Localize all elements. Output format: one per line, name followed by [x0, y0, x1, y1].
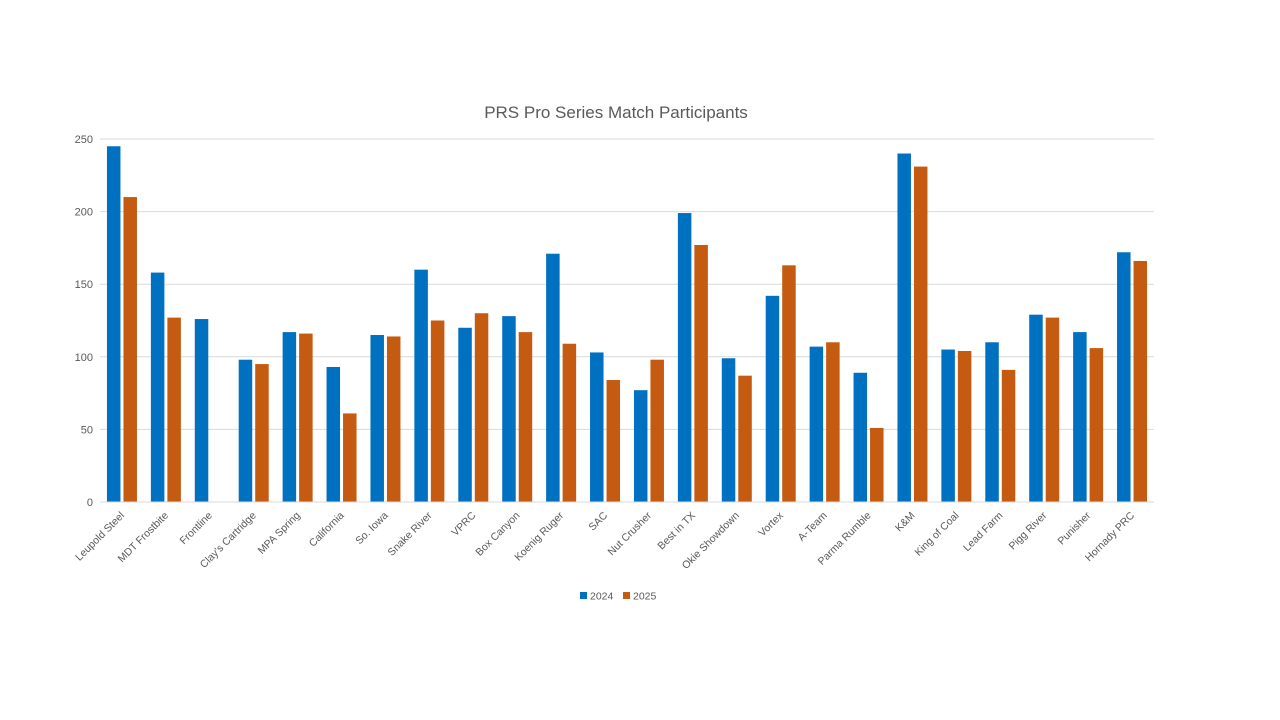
bar-2024: [238, 359, 253, 502]
y-tick-label: 200: [75, 207, 93, 219]
chart-title: PRS Pro Series Match Participants: [484, 103, 748, 122]
x-tick-label: Nut Crusher: [606, 509, 655, 558]
bar-2024: [458, 327, 472, 502]
legend-swatch-2025: [623, 592, 630, 599]
bar-2024: [414, 269, 428, 502]
bar-2025: [1089, 348, 1104, 502]
bar-2024: [326, 366, 341, 502]
x-tick-label: California: [307, 510, 347, 550]
bar-2024: [106, 146, 121, 502]
bar-2024: [941, 349, 955, 502]
bar-2024: [809, 346, 824, 502]
bar-2024: [546, 253, 560, 502]
y-tick-label: 100: [75, 352, 93, 364]
bar-2024: [897, 153, 911, 502]
x-tick-label: Frontline: [178, 510, 215, 547]
bar-2025: [167, 317, 181, 502]
y-axis: 0 50 100 150 200 250: [75, 134, 93, 509]
legend: 2024 2025: [580, 591, 657, 603]
bar-2024: [985, 342, 999, 502]
bar-2024: [282, 332, 297, 502]
bar-2025: [913, 166, 928, 502]
legend-swatch-2024: [580, 592, 587, 599]
bar-2024: [1117, 252, 1131, 502]
legend-label-2024: 2024: [590, 591, 614, 603]
bar-2025: [650, 359, 664, 502]
bar-2025: [694, 244, 708, 502]
x-tick-label: Pigg River: [1007, 509, 1050, 552]
bar-2025: [606, 380, 621, 502]
bar-2025: [782, 265, 796, 502]
bar-2025: [1133, 260, 1148, 502]
bar-2025: [255, 364, 269, 502]
bar-2025: [386, 336, 401, 502]
bar-2024: [1029, 314, 1043, 502]
bars: [106, 146, 1148, 502]
bar-2025: [562, 343, 577, 502]
bar-2025: [430, 320, 445, 502]
x-tick-label: Best in TX: [655, 510, 698, 553]
bar-2024: [590, 352, 604, 502]
bar-2024: [677, 213, 692, 502]
bar-2024: [1073, 332, 1087, 502]
x-tick-label: SAC: [586, 509, 610, 533]
y-tick-label: 150: [75, 279, 93, 291]
bar-2024: [721, 358, 736, 502]
bar-2024: [502, 316, 516, 502]
x-tick-label: So. Iowa: [353, 510, 390, 547]
bar-2025: [957, 350, 972, 502]
x-tick-label: A-Team: [796, 509, 830, 543]
bar-2024: [150, 272, 165, 502]
bar-2025: [343, 413, 357, 502]
bar-2025: [738, 375, 752, 502]
bar-2024: [370, 335, 384, 502]
y-tick-label: 250: [75, 134, 93, 146]
bar-2025: [123, 197, 137, 502]
x-tick-label: Snake River: [386, 509, 435, 558]
bar-2025: [1045, 317, 1060, 502]
bar-2024: [853, 372, 868, 502]
bar-2024: [765, 295, 780, 502]
x-tick-label: MPA Spring: [256, 510, 303, 557]
bar-2025: [474, 313, 489, 502]
x-tick-label: Vortex: [756, 509, 786, 539]
bar-2025: [870, 427, 884, 502]
bar-2025: [518, 332, 533, 502]
y-tick-label: 0: [87, 497, 93, 509]
bar-2024: [633, 390, 648, 502]
bar-2025: [1001, 369, 1016, 502]
bar-2024: [194, 319, 209, 502]
x-tick-label: Punisher: [1055, 509, 1093, 547]
y-tick-label: 50: [81, 424, 93, 436]
x-tick-label: Lead Farm: [961, 509, 1006, 554]
x-tick-label: K&M: [893, 510, 918, 535]
x-tick-label: King of Coal: [913, 510, 962, 559]
bar-2025: [299, 333, 313, 502]
legend-label-2025: 2025: [633, 591, 657, 603]
bar-2025: [826, 342, 840, 502]
x-tick-label: VPRC: [449, 509, 478, 538]
